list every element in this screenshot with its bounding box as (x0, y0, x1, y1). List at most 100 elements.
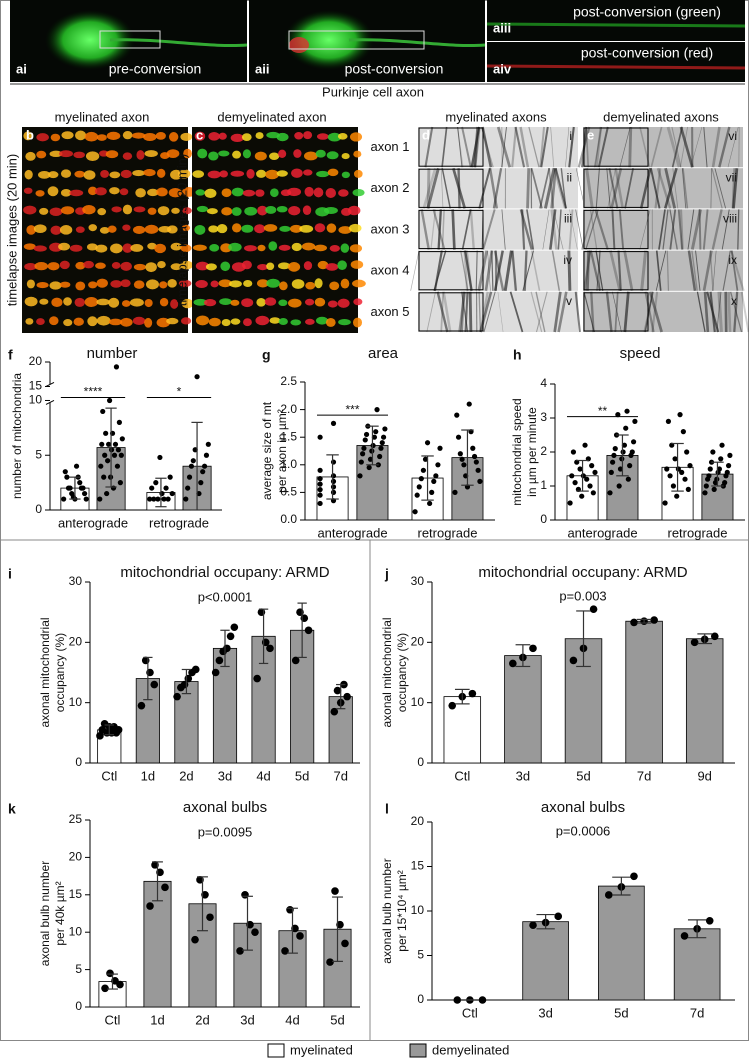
data-point (554, 912, 563, 921)
data-point (617, 466, 624, 472)
data-point (679, 469, 685, 475)
mito-signal (133, 206, 146, 213)
data-point (719, 442, 725, 448)
mito-signal (315, 149, 326, 158)
mito-signal (96, 315, 111, 326)
data-point (65, 485, 72, 491)
kymo-track (711, 168, 723, 209)
data-point (150, 680, 159, 689)
data-point (115, 447, 122, 453)
data-point (104, 490, 110, 497)
mito-signal (122, 131, 133, 140)
data-point (584, 476, 590, 482)
mito-signal (87, 186, 98, 196)
y-tick-label: 0.0 (280, 512, 297, 526)
panel-label: aiv (493, 61, 512, 76)
y-tick-label: 15 (29, 379, 43, 393)
kymo-track (722, 250, 731, 291)
kymo-track (503, 250, 513, 292)
mito-signal (39, 298, 49, 305)
mito-signal (208, 151, 219, 161)
kymo-track (526, 209, 535, 250)
data-point (727, 452, 733, 458)
data-point (457, 451, 463, 457)
mito-signal (83, 260, 95, 269)
mito-signal (61, 131, 74, 140)
mito-signal (75, 281, 86, 291)
data-point (589, 463, 595, 469)
data-point (616, 483, 622, 489)
mito-signal (257, 205, 268, 216)
kymo-track (727, 126, 739, 168)
kymo-track (509, 291, 524, 333)
data-point (331, 887, 339, 895)
data-point (366, 464, 372, 471)
mito-signal (337, 298, 350, 308)
y-tick-label: 20 (69, 850, 83, 864)
mito-signal (82, 205, 96, 215)
y-axis-label: number of mitochondria (10, 373, 24, 499)
y-tick-label: 30 (69, 574, 83, 588)
mito-signal (51, 297, 63, 308)
data-point (374, 407, 380, 413)
mito-signal (353, 298, 363, 306)
data-point (102, 452, 108, 458)
kymo-track (585, 167, 594, 209)
kymo-track (737, 209, 740, 250)
kymo-track (553, 291, 562, 333)
data-point (185, 485, 191, 491)
mito-signal (159, 297, 169, 307)
y-tick-label: 20 (29, 354, 43, 368)
kymo-track (614, 291, 619, 333)
x-tick-label: retrograde (149, 515, 209, 530)
kymo-track (522, 250, 535, 291)
data-point (670, 483, 677, 489)
x-tick-label: 5d (330, 1012, 344, 1027)
kymo-track (550, 126, 555, 168)
y-tick-label: 10 (411, 903, 425, 917)
data-point (437, 445, 443, 451)
data-point (370, 442, 376, 449)
data-point (191, 665, 200, 674)
data-point (230, 623, 239, 632)
mito-signal (129, 298, 144, 307)
kymo-track (586, 250, 590, 291)
y-axis-label: axonal bulb number (38, 861, 52, 966)
row-label: axon 1 (370, 139, 409, 154)
mito-signal (24, 296, 38, 307)
kymo-track (593, 126, 603, 168)
data-point (100, 408, 106, 415)
kymo-numeral: v (566, 294, 572, 308)
data-point (101, 474, 107, 480)
mito-signal (291, 168, 303, 178)
mito-signal (49, 316, 59, 326)
kymo-track (491, 250, 494, 291)
kymo-track (551, 250, 561, 291)
axis-break (45, 400, 55, 405)
data-point (680, 429, 686, 435)
mito-signal (192, 170, 205, 178)
kymo-track (677, 209, 684, 250)
kymo-track (612, 291, 622, 333)
mito-signal (154, 243, 166, 254)
mito-signal (316, 170, 330, 178)
mito-signal (99, 226, 110, 234)
data-point (722, 480, 728, 486)
kymo-track (640, 250, 648, 291)
mito-signal (130, 244, 144, 252)
kymo-track (681, 168, 687, 209)
mito-signal (69, 189, 84, 197)
mito-signal (59, 150, 74, 158)
mito-signal (210, 280, 219, 288)
data-point (106, 397, 113, 404)
mito-signal (50, 133, 61, 142)
y-tick-label: 1.5 (280, 429, 297, 443)
mito-signal (96, 298, 110, 306)
inset-box (583, 251, 649, 291)
x-tick-label: 3d (538, 1005, 552, 1020)
mito-signal (170, 263, 182, 271)
mito-signal (34, 262, 49, 271)
kymo-track (458, 291, 467, 333)
kymo-track (703, 291, 710, 333)
kymo-track (557, 209, 562, 250)
